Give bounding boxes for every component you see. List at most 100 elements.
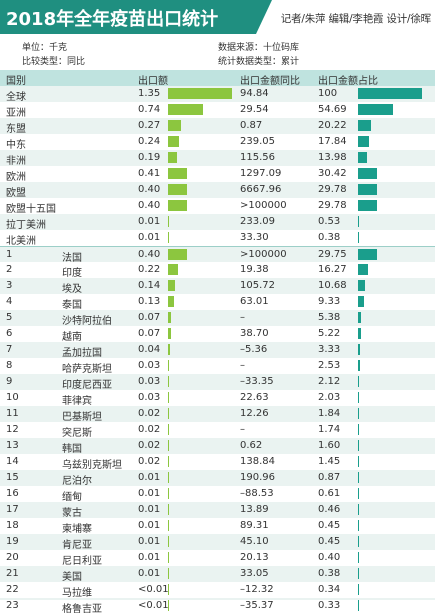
- table-row: 欧盟 0.40 6667.96 29.78: [0, 182, 435, 199]
- page-title: 2018年全年疫苗出口统计: [6, 9, 219, 30]
- region-name-cell: 欧盟: [6, 188, 26, 199]
- yoy-cell: 63.01: [240, 296, 269, 307]
- share-cell: 0.45: [318, 520, 341, 531]
- country-name-cell: 美国: [62, 572, 82, 583]
- country-name-cell: 柬埔寨: [62, 524, 92, 535]
- rank-cell: 2: [6, 264, 13, 275]
- export-bar: [168, 488, 169, 499]
- region-name-cell: 中东: [6, 140, 26, 151]
- country-name-cell: 格鲁吉亚: [62, 604, 102, 615]
- share-bar: [358, 168, 377, 179]
- share-cell: 10.68: [318, 280, 347, 291]
- share-bar: [358, 104, 393, 115]
- table-row: 中东 0.24 239.05 17.84: [0, 134, 435, 151]
- country-name-cell: 乌兹别克斯坦: [62, 460, 122, 471]
- yoy-cell: 13.89: [240, 504, 269, 515]
- rank-cell: 1: [6, 249, 13, 260]
- export-cell: 0.40: [138, 249, 161, 260]
- rank-cell: 3: [6, 280, 13, 291]
- share-bar: [358, 472, 359, 483]
- share-bar: [358, 376, 359, 387]
- yoy-cell: –5.36: [240, 344, 268, 355]
- table-row: 7 孟加拉国 0.04 –5.36 3.33: [0, 342, 435, 359]
- region-name-cell: 亚洲: [6, 108, 26, 119]
- yoy-cell: –: [240, 312, 245, 323]
- country-name-cell: 尼日利亚: [62, 556, 102, 567]
- yoy-cell: –: [240, 360, 245, 371]
- meta-info: 单位：千克 比较类型：同比 数据来源：十位码库 统计数据类型：累计: [0, 34, 435, 70]
- share-cell: 0.45: [318, 536, 341, 547]
- share-bar: [358, 280, 365, 291]
- export-bar: [168, 88, 232, 99]
- share-cell: 17.84: [318, 136, 347, 147]
- yoy-cell: 94.84: [240, 88, 269, 99]
- rank-cell: 20: [6, 552, 19, 563]
- share-bar: [358, 344, 360, 355]
- share-bar: [358, 232, 359, 243]
- table-row: 10 菲律宾 0.03 22.63 2.03: [0, 390, 435, 407]
- export-cell: 0.01: [138, 216, 161, 227]
- export-bar: [168, 424, 169, 435]
- stat-type-label: 统计数据类型：累计: [218, 57, 300, 67]
- rank-cell: 10: [6, 392, 19, 403]
- share-bar: [358, 568, 359, 579]
- export-bar: [168, 184, 187, 195]
- country-name-cell: 巴基斯坦: [62, 412, 102, 423]
- column-header-export: 出口额: [138, 76, 168, 87]
- country-name-cell: 印度尼西亚: [62, 380, 112, 391]
- share-bar: [358, 440, 359, 451]
- export-cell: 0.01: [138, 504, 161, 515]
- table-row: 21 美国 0.01 33.05 0.38: [0, 566, 435, 583]
- export-cell: 0.01: [138, 536, 161, 547]
- export-bar: [168, 472, 169, 483]
- country-name-cell: 印度: [62, 268, 82, 279]
- export-cell: 0.04: [138, 344, 161, 355]
- rank-cell: 22: [6, 584, 19, 595]
- share-cell: 3.33: [318, 344, 341, 355]
- share-bar: [358, 120, 371, 131]
- share-cell: 29.75: [318, 249, 347, 260]
- share-cell: 2.53: [318, 360, 341, 371]
- export-bar: [168, 296, 174, 307]
- export-table: 国别 出口额 出口金额同比 出口金额占比 全球 1.35 94.84 100 亚洲 0.7…: [0, 70, 435, 615]
- yoy-cell: 20.13: [240, 552, 269, 563]
- share-cell: 30.42: [318, 168, 347, 179]
- export-bar: [168, 152, 177, 163]
- yoy-cell: 0.62: [240, 440, 263, 451]
- yoy-cell: 138.84: [240, 456, 275, 467]
- rank-cell: 23: [6, 600, 19, 611]
- source-label: 数据来源：十位码库: [218, 43, 300, 53]
- region-name-cell: 北美洲: [6, 236, 36, 247]
- rank-cell: 21: [6, 568, 19, 579]
- compare-type-label: 比较类型：同比: [22, 57, 86, 67]
- export-bar: [168, 104, 203, 115]
- table-row: 4 泰国 0.13 63.01 9.33: [0, 294, 435, 311]
- yoy-cell: >100000: [240, 249, 287, 260]
- export-bar: [168, 168, 187, 179]
- table-row: 14 乌兹别克斯坦 0.02 138.84 1.45: [0, 454, 435, 471]
- export-cell: 0.03: [138, 360, 161, 371]
- share-bar: [358, 88, 422, 99]
- share-cell: 0.53: [318, 216, 341, 227]
- export-cell: 0.27: [138, 120, 161, 131]
- share-cell: 0.34: [318, 584, 341, 595]
- export-bar: [168, 328, 171, 339]
- export-bar: [168, 568, 169, 579]
- export-bar: [168, 360, 169, 371]
- export-bar: [168, 344, 170, 355]
- export-bar: [168, 584, 169, 595]
- share-cell: 5.22: [318, 328, 341, 339]
- rank-cell: 19: [6, 536, 19, 547]
- share-cell: 0.40: [318, 552, 341, 563]
- yoy-cell: 6667.96: [240, 184, 282, 195]
- table-row: 北美洲 0.01 33.30 0.38: [0, 230, 435, 247]
- yoy-cell: 239.05: [240, 136, 275, 147]
- export-bar: [168, 264, 178, 275]
- rank-cell: 13: [6, 440, 19, 451]
- title-box: 2018年全年疫苗出口统计: [0, 0, 272, 34]
- share-cell: 2.03: [318, 392, 341, 403]
- export-bar: [168, 456, 169, 467]
- export-cell: 0.40: [138, 200, 161, 211]
- share-cell: 1.74: [318, 424, 341, 435]
- rank-cell: 15: [6, 472, 19, 483]
